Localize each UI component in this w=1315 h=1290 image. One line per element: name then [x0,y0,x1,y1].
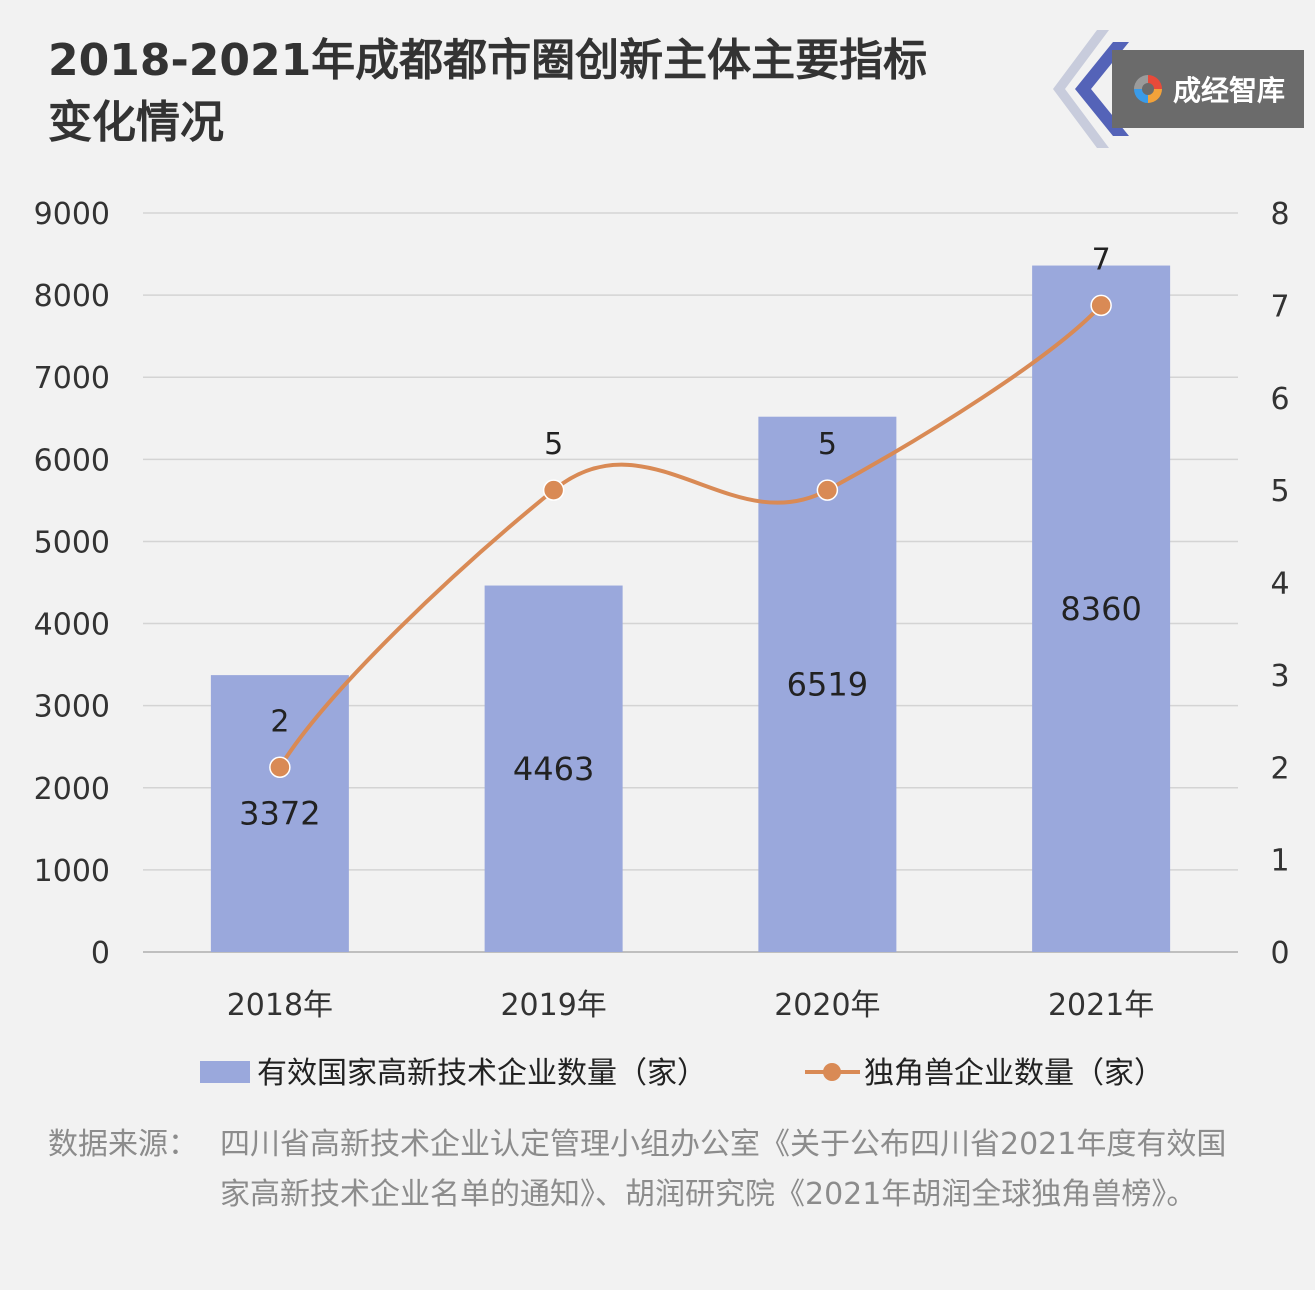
bar [484,585,623,952]
legend-swatch-marker [823,1063,841,1081]
right-axis-tick-label: 1 [1270,844,1289,879]
right-axis: 0 1 2 3 4 5 6 7 8 [1270,197,1289,971]
bar-data-label: 4463 [513,750,594,788]
left-axis: 0 1000 2000 3000 4000 5000 6000 7000 8000 9000 [34,197,110,971]
left-axis-tick-label: 0 [91,936,110,971]
right-axis-tick-label: 4 [1270,567,1289,602]
left-axis-tick-label: 9000 [34,197,110,232]
brand-logo-icon [1133,75,1162,103]
left-axis-tick-label: 8000 [34,279,110,314]
source-text: 四川省高新技术企业认定管理小组办公室《关于公布四川省2021年度有效国家高新技术… [220,1127,1227,1212]
bar-data-label: 3372 [239,795,320,833]
line-data-label: 5 [544,427,563,462]
left-axis-tick-label: 5000 [34,525,110,560]
bar-data-labels: 3372 4463 6519 8360 [239,590,1142,833]
x-axis-tick-label: 2019年 [500,988,606,1023]
line-data-label: 7 [1092,242,1111,277]
brand-name: 成经智库 [1172,74,1285,107]
legend-label-line: 独角兽企业数量（家） [864,1056,1164,1091]
x-axis: 2018年 2019年 2020年 2021年 [227,988,1155,1023]
line-series [269,294,1112,778]
bar-series [210,265,1171,952]
bar [210,675,349,952]
line-data-label: 2 [270,704,289,739]
chart-title-line-1: 2018-2021年成都都市圈创新主体主要指标 [48,35,928,86]
chart-title-line-2: 变化情况 [48,97,224,148]
right-axis-tick-label: 0 [1270,936,1289,971]
legend-label-bar: 有效国家高新技术企业数量（家） [257,1056,707,1091]
line-point [816,479,839,501]
right-axis-tick-label: 8 [1270,197,1289,232]
left-axis-tick-label: 3000 [34,690,110,725]
right-axis-tick-label: 6 [1270,382,1289,417]
left-axis-tick-label: 6000 [34,443,110,478]
line-data-label: 5 [818,427,837,462]
bar [758,416,897,952]
line-point [1090,294,1112,317]
brand-chevron-icon [1053,30,1129,148]
brand-badge: 成经智库 [1112,50,1304,128]
line-point [542,479,565,501]
bar [1032,265,1171,952]
chart-title: 2018-2021年成都都市圈创新主体主要指标 变化情况 [48,30,1008,154]
source-label: 数据来源： [48,1127,198,1162]
left-axis-tick-label: 4000 [34,608,110,643]
line-data-labels: 2 5 5 7 [270,242,1110,739]
left-axis-tick-label: 7000 [34,361,110,396]
right-axis-tick-label: 5 [1270,474,1289,509]
x-axis-tick-label: 2018年 [227,988,333,1023]
x-axis-tick-label: 2020年 [774,988,880,1023]
left-axis-tick-label: 2000 [34,772,110,807]
left-axis-tick-label: 1000 [34,854,110,889]
right-axis-tick-label: 2 [1270,751,1289,786]
legend-swatch-bar [200,1061,250,1083]
bar-data-label: 6519 [787,665,868,703]
x-axis-tick-label: 2021年 [1048,988,1154,1023]
line-path [278,304,1103,769]
right-axis-tick-label: 7 [1270,289,1289,324]
right-axis-tick-label: 3 [1270,659,1289,694]
bar-data-label: 8360 [1060,590,1141,628]
line-point [269,756,291,778]
legend: 有效国家高新技术企业数量（家） 独角兽企业数量（家） [200,1056,1164,1091]
